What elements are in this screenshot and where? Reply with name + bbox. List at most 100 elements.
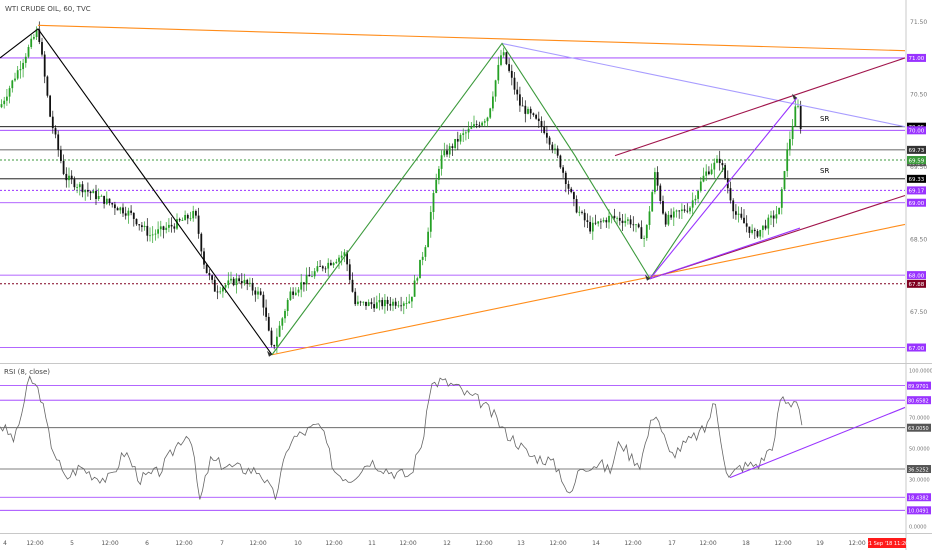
- candle-body[interactable]: [135, 218, 138, 225]
- candle-body[interactable]: [38, 29, 41, 43]
- candle-body[interactable]: [181, 220, 184, 221]
- candle-body[interactable]: [16, 70, 19, 79]
- candle-body[interactable]: [176, 219, 178, 229]
- candle-body[interactable]: [384, 299, 386, 307]
- candle-body[interactable]: [211, 275, 213, 280]
- candle-body[interactable]: [489, 108, 492, 118]
- candle-body[interactable]: [416, 278, 419, 281]
- candle-body[interactable]: [146, 225, 149, 236]
- candle-body[interactable]: [224, 285, 227, 288]
- candle-body[interactable]: [672, 211, 675, 218]
- candle-body[interactable]: [392, 301, 394, 306]
- candle-body[interactable]: [459, 134, 462, 142]
- candle-body[interactable]: [116, 208, 119, 211]
- candle-body[interactable]: [30, 38, 33, 48]
- candle-body[interactable]: [92, 191, 95, 194]
- candle-body[interactable]: [594, 222, 597, 224]
- candle-body[interactable]: [367, 302, 370, 306]
- candle-body[interactable]: [591, 222, 594, 232]
- candle-body[interactable]: [81, 184, 84, 193]
- candle-body[interactable]: [405, 303, 408, 304]
- candle-body[interactable]: [27, 47, 30, 57]
- candle-body[interactable]: [421, 256, 424, 260]
- candle-body[interactable]: [0, 104, 3, 108]
- rsi-trendline[interactable]: [729, 406, 906, 479]
- candle-body[interactable]: [770, 215, 772, 218]
- candle-body[interactable]: [57, 134, 60, 150]
- candle-body[interactable]: [791, 126, 794, 140]
- candle-body[interactable]: [438, 168, 440, 180]
- candle-body[interactable]: [454, 138, 456, 148]
- candle-body[interactable]: [95, 191, 97, 199]
- candle-body[interactable]: [637, 224, 640, 228]
- violet-wedge[interactable]: [649, 97, 798, 280]
- candle-body[interactable]: [675, 210, 678, 212]
- candle-body[interactable]: [33, 36, 35, 39]
- candle-body[interactable]: [586, 220, 589, 223]
- candle-body[interactable]: [624, 220, 627, 223]
- candle-body[interactable]: [718, 158, 721, 164]
- candle-body[interactable]: [713, 162, 716, 170]
- candle-body[interactable]: [621, 220, 624, 223]
- candle-body[interactable]: [551, 144, 554, 150]
- candle-body[interactable]: [41, 42, 43, 55]
- candle-body[interactable]: [570, 188, 573, 193]
- candle-body[interactable]: [232, 278, 235, 286]
- candle-body[interactable]: [659, 185, 662, 202]
- candle-body[interactable]: [222, 287, 224, 292]
- candle-body[interactable]: [497, 64, 500, 81]
- candle-body[interactable]: [402, 303, 405, 306]
- candle-body[interactable]: [616, 217, 618, 219]
- candle-body[interactable]: [629, 219, 632, 225]
- candle-body[interactable]: [748, 226, 751, 233]
- candle-body[interactable]: [373, 304, 375, 309]
- candle-body[interactable]: [537, 118, 540, 122]
- candle-body[interactable]: [273, 345, 276, 347]
- candle-body[interactable]: [87, 190, 89, 192]
- candle-body[interactable]: [510, 70, 513, 78]
- candle-body[interactable]: [89, 191, 92, 194]
- candle-body[interactable]: [729, 188, 732, 201]
- candle-body[interactable]: [108, 198, 111, 204]
- candle-body[interactable]: [178, 219, 181, 221]
- rsi-line[interactable]: [0, 375, 803, 500]
- candle-body[interactable]: [257, 291, 259, 295]
- candle-body[interactable]: [556, 148, 559, 156]
- candle-body[interactable]: [208, 273, 211, 276]
- candle-body[interactable]: [435, 179, 438, 194]
- green-zigzag[interactable]: [271, 42, 726, 356]
- candle-body[interactable]: [502, 52, 505, 56]
- candle-body[interactable]: [238, 278, 240, 282]
- candle-body[interactable]: [286, 300, 289, 311]
- candle-body[interactable]: [780, 189, 783, 208]
- candle-body[interactable]: [230, 278, 232, 281]
- candle-body[interactable]: [319, 266, 321, 267]
- candle-body[interactable]: [78, 184, 81, 188]
- candle-body[interactable]: [775, 214, 778, 219]
- candle-body[interactable]: [246, 279, 249, 284]
- candle-body[interactable]: [308, 274, 311, 277]
- candle-body[interactable]: [743, 217, 745, 224]
- candle-body[interactable]: [243, 279, 246, 284]
- candle-body[interactable]: [794, 106, 797, 127]
- candle-body[interactable]: [335, 261, 338, 264]
- candle-body[interactable]: [173, 226, 176, 229]
- candle-body[interactable]: [303, 282, 305, 285]
- candle-body[interactable]: [618, 217, 621, 221]
- candle-body[interactable]: [562, 167, 564, 173]
- candle-body[interactable]: [516, 89, 519, 95]
- candle-body[interactable]: [686, 210, 689, 212]
- candle-body[interactable]: [751, 229, 753, 233]
- candle-body[interactable]: [710, 169, 713, 175]
- candle-body[interactable]: [697, 190, 699, 199]
- candle-body[interactable]: [162, 226, 165, 230]
- candle-body[interactable]: [203, 251, 205, 265]
- candle-body[interactable]: [662, 201, 664, 214]
- candle-body[interactable]: [6, 96, 8, 101]
- candle-body[interactable]: [745, 223, 748, 227]
- candle-body[interactable]: [535, 114, 537, 119]
- candle-body[interactable]: [648, 211, 651, 225]
- candle-body[interactable]: [151, 234, 154, 236]
- candle-body[interactable]: [84, 190, 87, 193]
- candle-body[interactable]: [600, 221, 602, 223]
